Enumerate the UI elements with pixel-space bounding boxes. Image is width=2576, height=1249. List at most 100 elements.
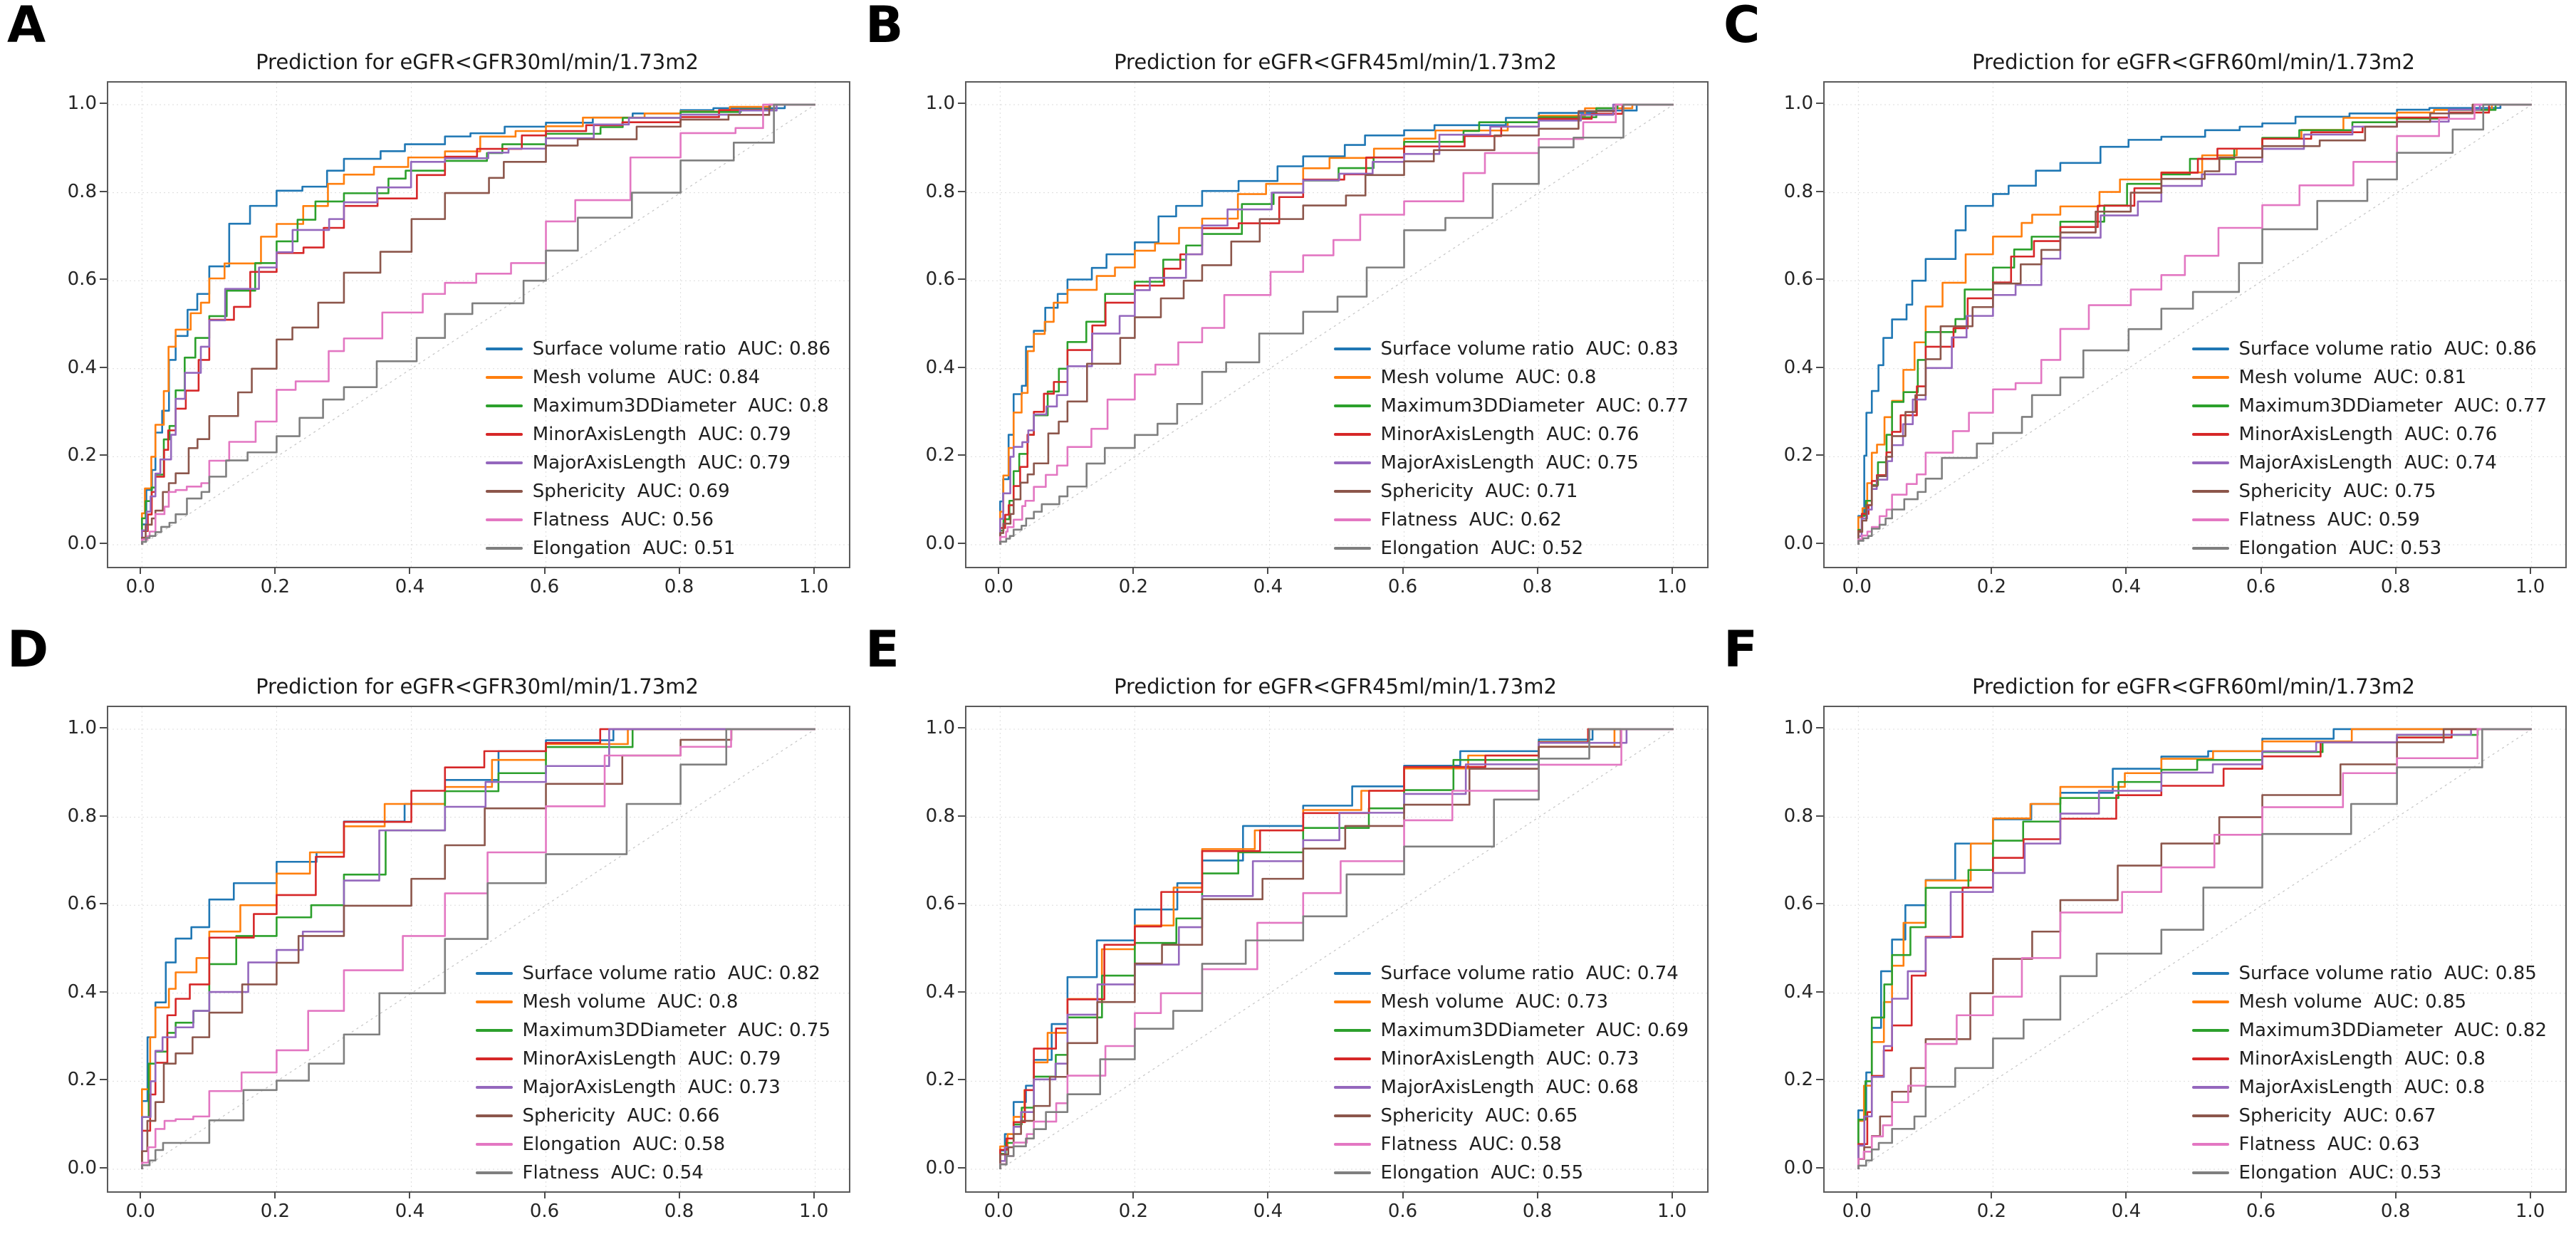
x-tick-mark (998, 567, 1000, 574)
legend-item: Elongation AUC: 0.51 (485, 537, 830, 560)
x-tick-mark (2394, 567, 2397, 574)
plot-title: Prediction for eGFR<GFR60ml/min/1.73m2 (1972, 50, 2415, 74)
roc-curve-minoraxislength (142, 729, 815, 1169)
x-tick-label: 0.0 (125, 576, 155, 597)
legend-item: Mesh volume AUC: 0.73 (1333, 991, 1689, 1013)
legend-line-swatch (2191, 1029, 2229, 1032)
roc-curve-elongation (142, 729, 815, 1169)
roc-curve-sphericity (1000, 105, 1673, 545)
y-tick-mark (100, 190, 107, 192)
legend-label: Surface volume ratio AUC: 0.83 (1380, 338, 1679, 360)
legend-item: Flatness AUC: 0.62 (1333, 508, 1689, 531)
legend-line-swatch (1333, 490, 1371, 493)
legend-line-swatch (485, 518, 523, 521)
legend-item: Elongation AUC: 0.53 (2191, 1161, 2547, 1184)
x-tick-mark (274, 567, 276, 574)
roc-curve-minoraxislength (1858, 105, 2531, 545)
legend-label: Maximum3DDiameter AUC: 0.75 (522, 1020, 830, 1041)
axes-area: Surface volume ratio AUC: 0.85 Mesh volum… (1823, 706, 2567, 1193)
legend-box: Surface volume ratio AUC: 0.86 Mesh volum… (2191, 332, 2547, 560)
roc-curve-elongation (1858, 729, 2531, 1169)
legend-item: Maximum3DDiameter AUC: 0.77 (1333, 394, 1689, 417)
legend-label: Elongation AUC: 0.51 (532, 538, 736, 559)
y-tick-mark (1816, 815, 1823, 817)
legend-item: MajorAxisLength AUC: 0.68 (1333, 1076, 1689, 1099)
legend-line-swatch (1333, 376, 1371, 379)
x-tick-mark (813, 567, 815, 574)
roc-curve-surface-volume-ratio (1000, 105, 1673, 545)
y-tick-mark (1816, 366, 1823, 368)
roc-curve-maximum3ddiameter (1000, 105, 1673, 545)
panel-c: C Prediction for eGFR<GFR60ml/min/1.73m2… (1716, 0, 2575, 624)
panel-d: D Prediction for eGFR<GFR30ml/min/1.73m2… (0, 624, 858, 1249)
legend-line-swatch (485, 376, 523, 379)
legend-item: Mesh volume AUC: 0.85 (2191, 991, 2547, 1013)
legend-line-swatch (1333, 1029, 1371, 1032)
legend-label: Flatness AUC: 0.56 (532, 509, 714, 531)
x-tick-label: 0.4 (395, 1201, 425, 1222)
x-tick-mark (678, 1191, 680, 1198)
legend-label: MinorAxisLength AUC: 0.79 (532, 424, 791, 445)
legend-item: Flatness AUC: 0.59 (2191, 508, 2547, 531)
legend-line-swatch (475, 1143, 513, 1146)
legend-line-swatch (485, 461, 523, 464)
roc-curve-flatness (142, 729, 815, 1169)
x-tick-mark (2529, 567, 2531, 574)
legend-label: Elongation AUC: 0.53 (2238, 1162, 2442, 1183)
roc-curves-svg (1825, 83, 2565, 567)
axes-area: Surface volume ratio AUC: 0.74 Mesh volum… (965, 706, 1709, 1193)
legend-line-swatch (2191, 376, 2229, 379)
legend-label: Flatness AUC: 0.58 (1380, 1134, 1562, 1155)
legend-line-swatch (1333, 1114, 1371, 1117)
legend-line-swatch (2191, 1171, 2229, 1174)
x-tick-mark (2260, 1191, 2262, 1198)
x-tick-mark (140, 1191, 142, 1198)
x-tick-label: 0.4 (2111, 1201, 2142, 1222)
roc-curve-maximum3ddiameter (142, 729, 815, 1169)
legend-line-swatch (2191, 433, 2229, 436)
roc-curve-majoraxislength (1858, 729, 2531, 1169)
x-tick-label: 0.6 (529, 1201, 560, 1222)
roc-curve-sphericity (1000, 729, 1673, 1169)
legend-line-swatch (1333, 433, 1371, 436)
y-tick-label: 0.6 (1783, 893, 1813, 915)
x-tick-mark (1267, 1191, 1269, 1198)
panel-a: A Prediction for eGFR<GFR30ml/min/1.73m2… (0, 0, 858, 624)
y-tick-mark (1816, 991, 1823, 993)
roc-curve-flatness (1000, 105, 1673, 545)
legend-line-swatch (1333, 1143, 1371, 1146)
x-tick-mark (543, 1191, 546, 1198)
y-tick-mark (100, 454, 107, 456)
roc-curve-elongation (1858, 105, 2531, 545)
y-tick-label: 0.4 (925, 981, 955, 1003)
y-tick-label: 0.4 (1783, 981, 1813, 1003)
x-tick-label: 0.4 (1253, 576, 1283, 597)
x-tick-mark (813, 1191, 815, 1198)
x-tick-label: 0.8 (1522, 1201, 1553, 1222)
legend-label: Mesh volume AUC: 0.84 (532, 367, 761, 388)
legend-label: Surface volume ratio AUC: 0.86 (532, 338, 830, 360)
legend-item: MinorAxisLength AUC: 0.73 (1333, 1047, 1689, 1070)
legend-line-swatch (2191, 518, 2229, 521)
y-tick-label: 0.8 (67, 180, 97, 202)
x-tick-label: 0.8 (1522, 576, 1553, 597)
y-tick-mark (100, 543, 107, 545)
legend-label: Sphericity AUC: 0.75 (2238, 481, 2436, 502)
legend-line-swatch (2191, 1143, 2229, 1146)
x-tick-mark (1991, 567, 1993, 574)
legend-label: MajorAxisLength AUC: 0.74 (2238, 452, 2497, 474)
x-tick-mark (678, 567, 680, 574)
x-tick-label: 0.2 (1976, 576, 2007, 597)
legend-item: Sphericity AUC: 0.69 (485, 480, 830, 503)
legend-box: Surface volume ratio AUC: 0.74 Mesh volum… (1333, 956, 1689, 1184)
legend-label: Elongation AUC: 0.52 (1380, 538, 1584, 559)
roc-curve-elongation (1000, 105, 1673, 545)
y-tick-label: 1.0 (67, 716, 97, 738)
y-tick-label: 0.0 (1783, 1157, 1813, 1179)
legend-label: Sphericity AUC: 0.66 (522, 1105, 720, 1127)
plot-title: Prediction for eGFR<GFR45ml/min/1.73m2 (1114, 50, 1557, 74)
y-tick-label: 1.0 (67, 92, 97, 114)
x-tick-label: 0.6 (1387, 576, 1418, 597)
y-tick-mark (958, 726, 965, 728)
